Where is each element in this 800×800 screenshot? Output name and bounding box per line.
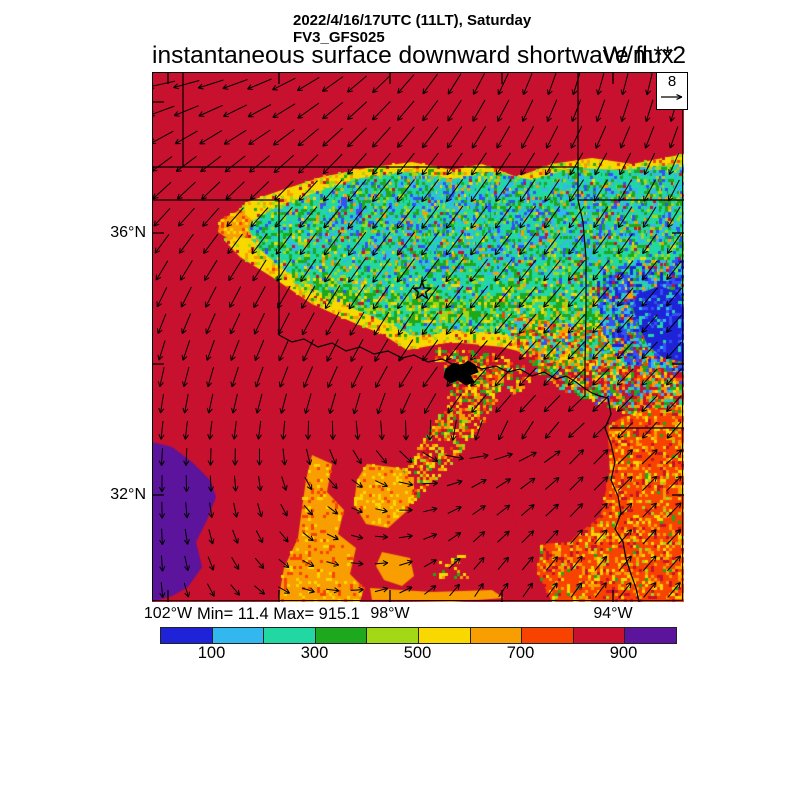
plot-units-label: W/m**2: [603, 42, 687, 69]
colorbar-segment: [263, 628, 315, 643]
state-border-line: [604, 397, 640, 602]
colorbar-tick-labels: 100 300 500 700 900: [160, 644, 675, 664]
colorbar-tick-label: 100: [197, 644, 226, 662]
plot-title: instantaneous surface downward shortwave…: [152, 42, 674, 69]
colorbar-tick-label: 500: [403, 644, 432, 662]
lat-label: 36°N: [110, 224, 146, 241]
lon-label: 94°W: [593, 605, 633, 622]
wind-reference-arrow-icon: [661, 94, 683, 100]
shortwave-flux-field-canvas: [152, 72, 684, 602]
colorbar-segment: [572, 628, 625, 643]
map-plot-area: [152, 72, 684, 602]
colorbar-segment: [521, 628, 573, 643]
wind-reference-box: 8: [656, 72, 688, 110]
colorbar: [160, 627, 677, 644]
colorbar-tick-label: 300: [300, 644, 329, 662]
lat-label: 32°N: [110, 486, 146, 503]
colorbar-segment: [624, 628, 676, 643]
valid-time-header: 2022/4/16/17UTC (11LT), Saturday: [293, 12, 532, 29]
colorbar-segment: [211, 628, 264, 643]
lon-label: 98°W: [370, 605, 410, 622]
field-minmax-label: Min= 11.4 Max= 915.1: [197, 605, 360, 623]
map-overlay-svg: [152, 72, 684, 602]
colorbar-segment: [314, 628, 367, 643]
wind-vector-arrows: [152, 72, 683, 598]
state-border-line: [278, 334, 609, 399]
colorbar-tick-label: 900: [609, 644, 638, 662]
colorbar-segment: [469, 628, 522, 643]
wind-reference-value: 8: [667, 73, 677, 90]
colorbar-segment: [161, 628, 212, 643]
colorbar-tick-label: 700: [506, 644, 535, 662]
colorbar-segment: [417, 628, 470, 643]
axis-tick-marks: [152, 72, 684, 602]
city-star-marker: [411, 279, 433, 300]
lon-label: 102°W: [143, 605, 193, 622]
model-name-header: FV3_GFS025: [293, 29, 385, 46]
colorbar-segment: [366, 628, 418, 643]
state-border-line: [577, 199, 587, 397]
